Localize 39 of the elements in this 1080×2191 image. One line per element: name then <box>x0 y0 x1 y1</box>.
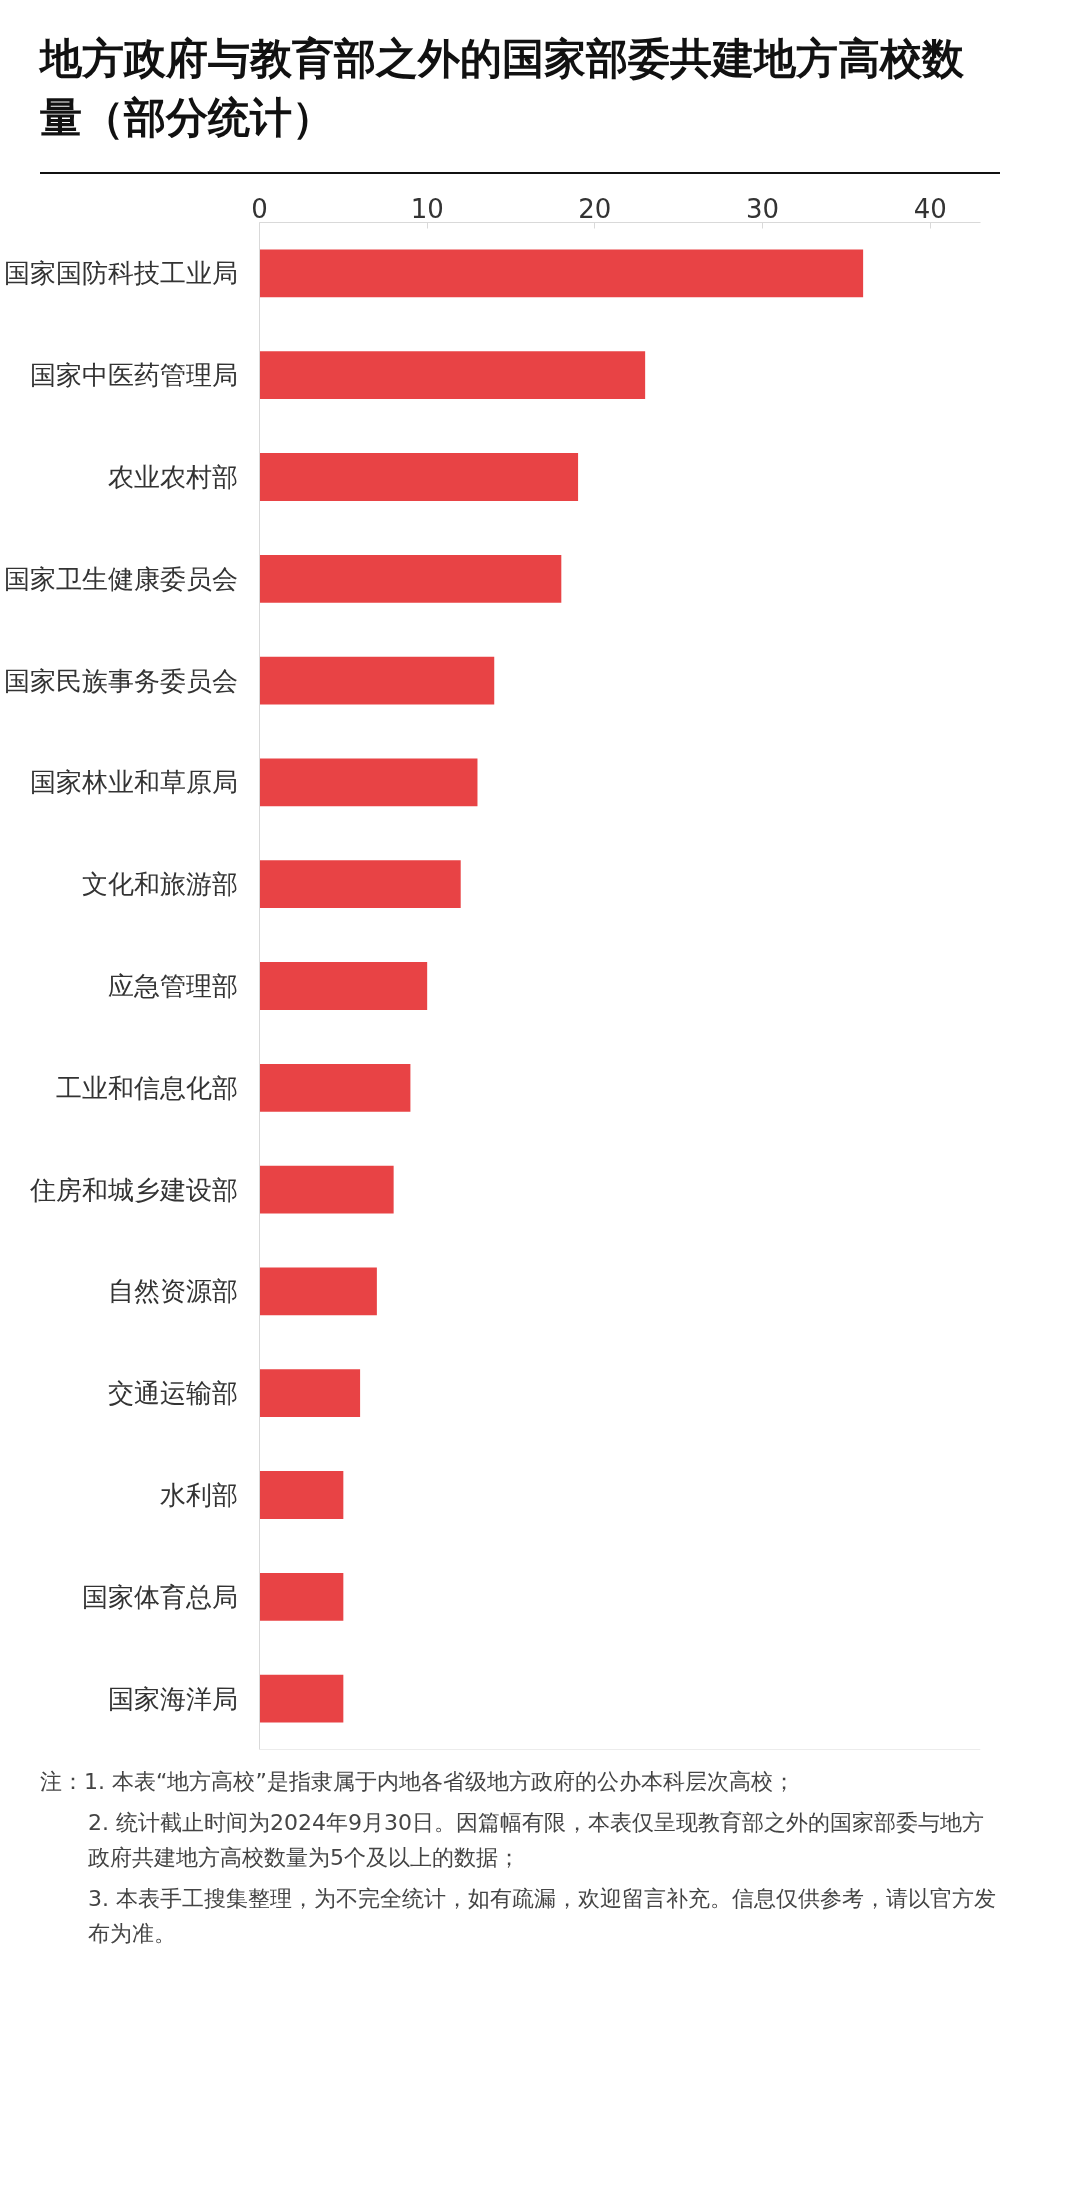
x-tick-label: 20 <box>578 193 612 224</box>
y-tick-label: 国家海洋局 <box>107 1683 238 1714</box>
y-tick-label: 工业和信息化部 <box>55 1072 238 1103</box>
y-tick-label: 应急管理部 <box>107 970 238 1001</box>
bar <box>259 554 562 603</box>
text: 注：1. 本表“地方高校”是指隶属于内地各省级地方政府的公办本科层次高校； <box>40 1767 796 1796</box>
x-tick-label: 40 <box>913 193 947 224</box>
x-tick-label: 10 <box>410 193 444 224</box>
bar <box>259 961 428 1010</box>
bar <box>259 1063 411 1112</box>
y-tick-label: 交通运输部 <box>107 1377 238 1408</box>
bar <box>259 452 579 501</box>
text: 3. 本表手工搜集整理，为不完全统计，如有疏漏，欢迎留言补充。信息仅供参考，请以官方发布为准。 <box>87 1885 997 1949</box>
bar <box>259 656 495 705</box>
bar <box>259 1267 377 1315</box>
bar <box>259 1572 344 1621</box>
chart-title: 地方政府与教育部之外的国家部委共建地方高校数量（部分统计） <box>40 33 965 144</box>
y-tick-label: 国家林业和草原局 <box>29 766 238 797</box>
bar <box>259 1674 344 1723</box>
y-tick-label: 文化和旅游部 <box>81 868 238 899</box>
x-tick-label: 0 <box>251 193 268 224</box>
bar <box>259 758 478 806</box>
y-tick-label: 国家国防科技工业局 <box>3 257 238 288</box>
text: 2. 统计截止时间为2024年9月30日。因篇幅有限，本表仅呈现教育部之外的国家部委与地方政府共建地方高校数量为5个及以上的数据； <box>87 1808 985 1872</box>
bar <box>259 1165 394 1214</box>
bar <box>259 1368 361 1417</box>
bar <box>259 249 864 297</box>
y-tick-label: 住房和城乡建设部 <box>28 1174 238 1205</box>
y-tick-label: 水利部 <box>159 1479 238 1510</box>
bar <box>259 1470 344 1519</box>
y-tick-label: 自然资源部 <box>107 1275 238 1306</box>
y-tick-label: 农业农村部 <box>107 461 238 492</box>
x-tick-label: 30 <box>745 193 780 224</box>
bar <box>259 350 646 399</box>
bar <box>259 859 461 908</box>
y-tick-label: 国家中医药管理局 <box>29 359 238 390</box>
y-tick-label: 国家民族事务委员会 <box>3 665 238 696</box>
y-tick-label: 国家卫生健康委员会 <box>3 563 238 594</box>
y-tick-label: 国家体育总局 <box>81 1581 238 1612</box>
